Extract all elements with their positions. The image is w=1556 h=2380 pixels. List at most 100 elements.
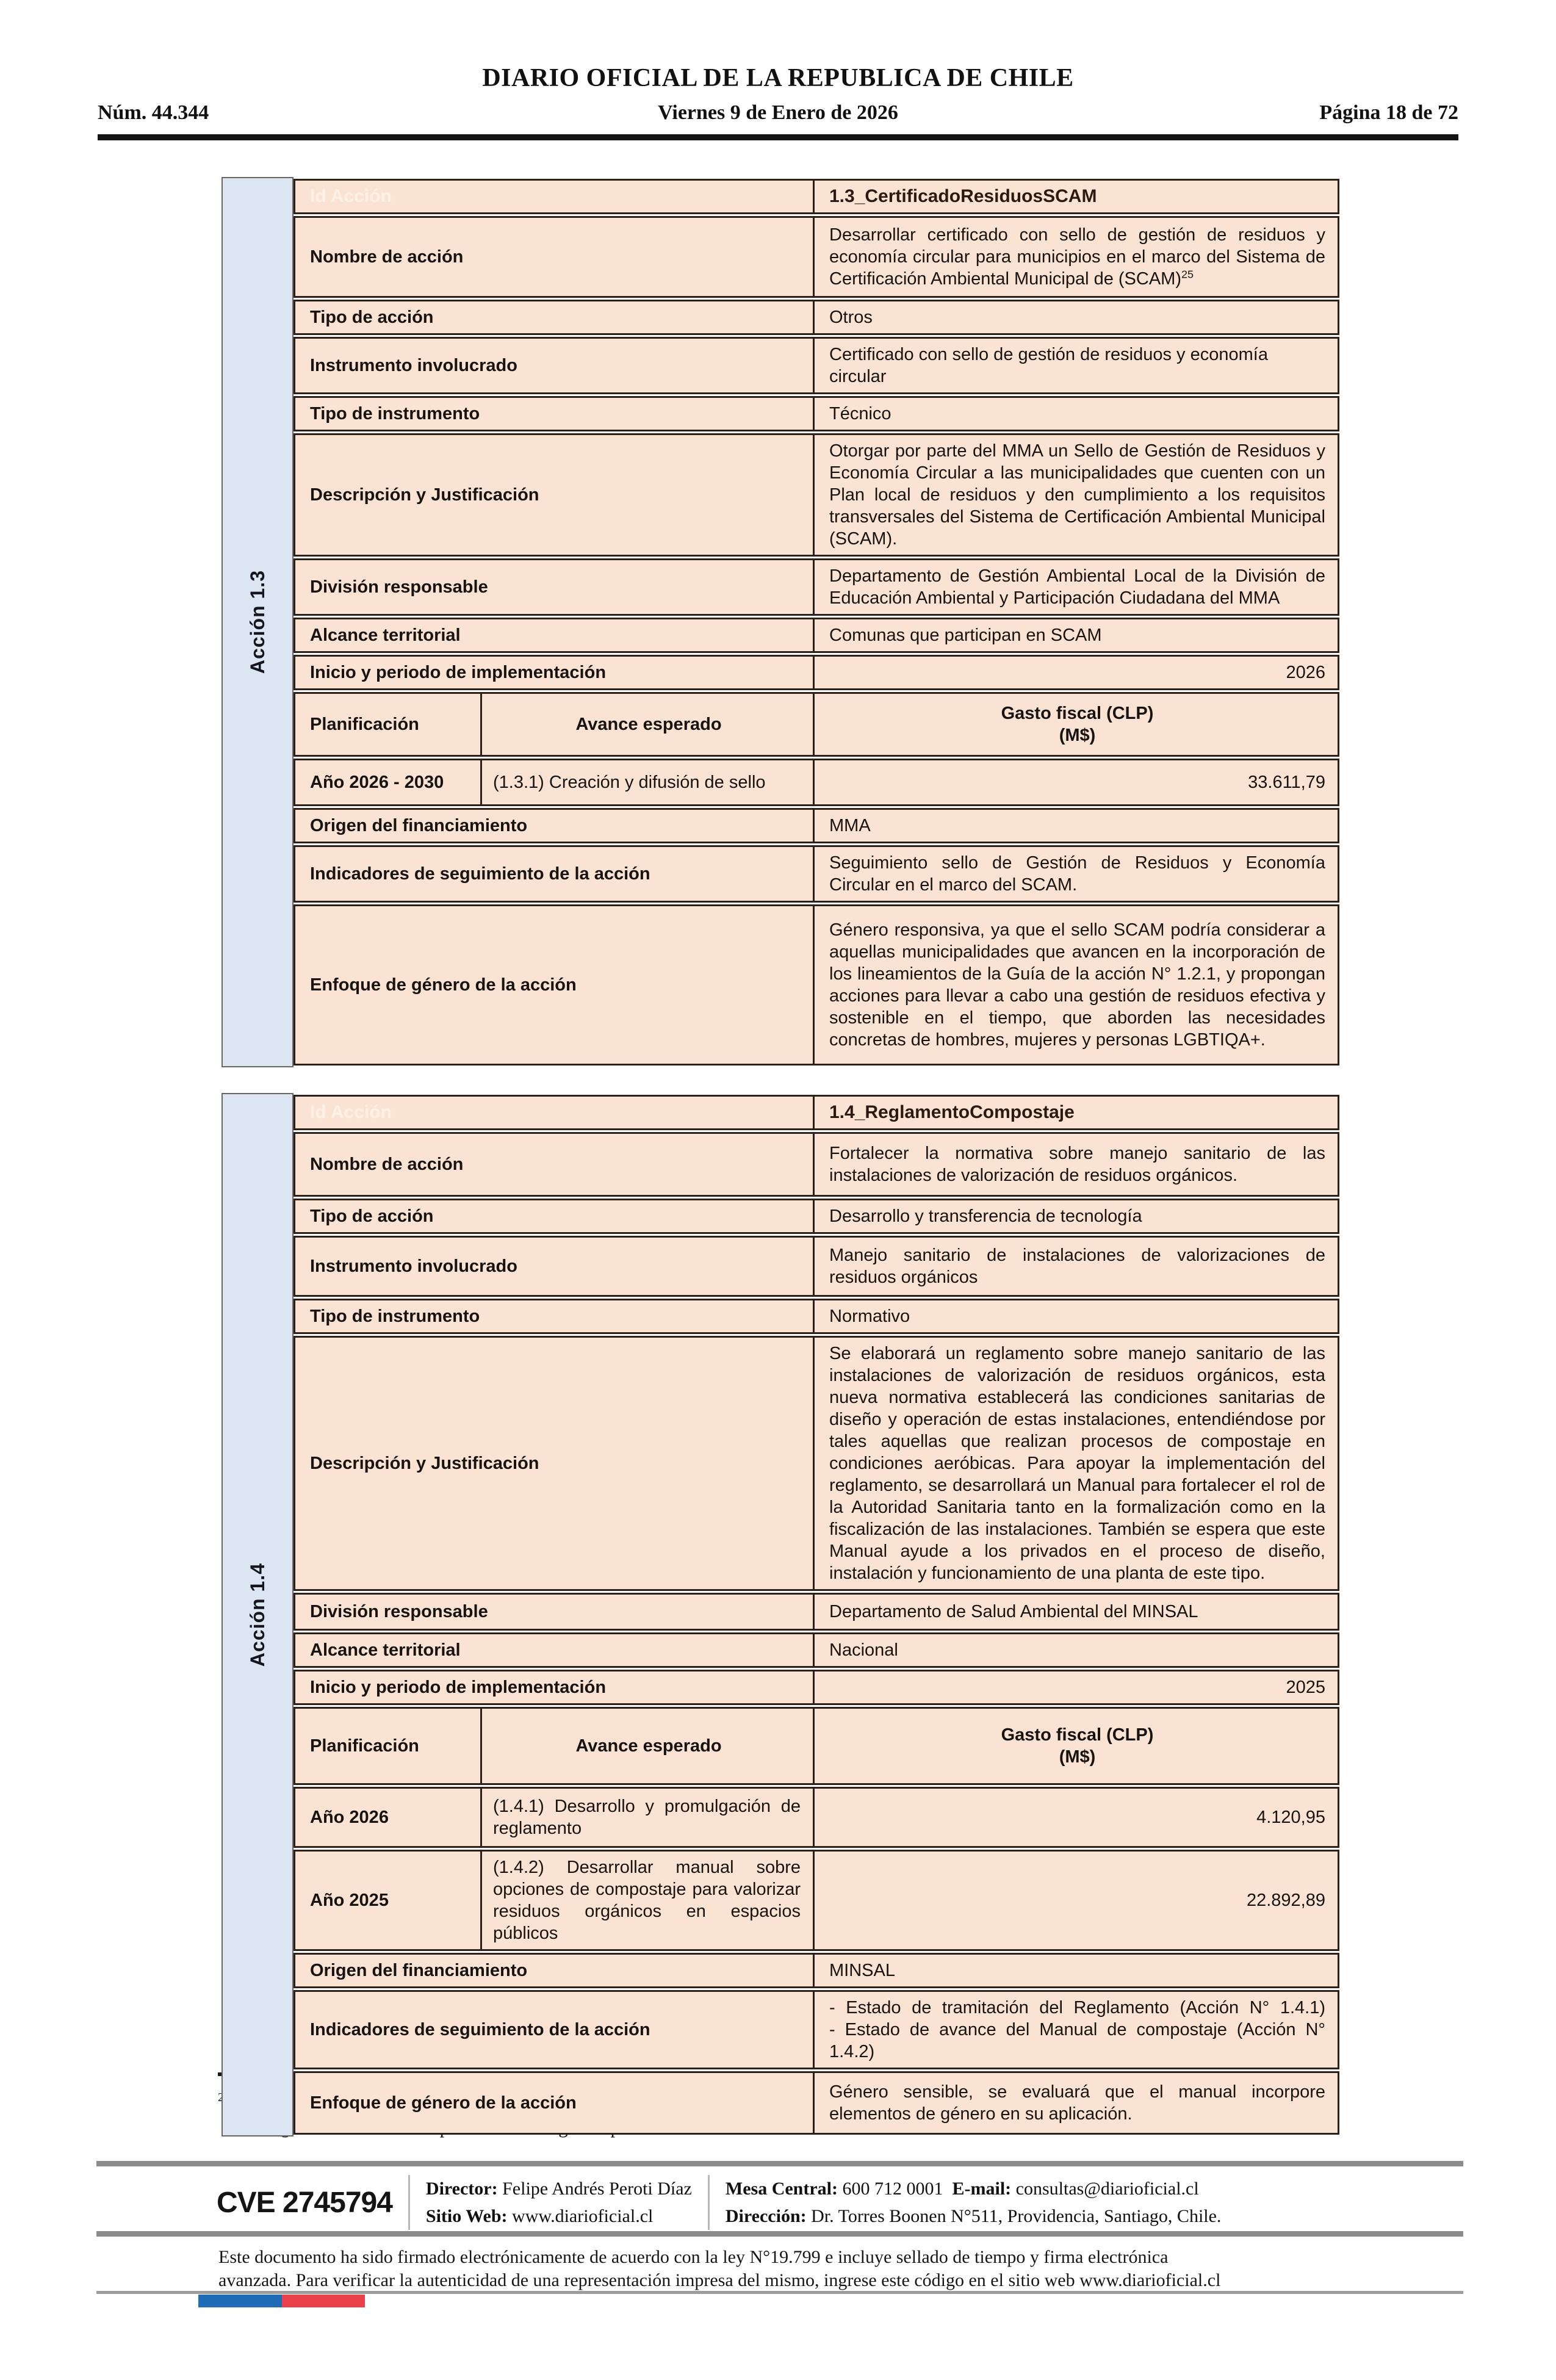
email-label: E-mail: — [952, 2179, 1012, 2199]
row-label-origen: Origen del financiamiento — [294, 808, 813, 843]
action-table-1-4: Id Acción 1.4_ReglamentoCompostaje Nombr… — [294, 1093, 1339, 2137]
sitio-label: Sitio Web: — [425, 2206, 508, 2226]
plan-header-avance: Avance esperado — [480, 692, 813, 757]
row-value-inicio: 2026 — [813, 655, 1339, 690]
sitio-url: www.diarioficial.cl — [512, 2206, 654, 2226]
row-value-tipo-accion: Otros — [813, 300, 1339, 335]
action-1-3-section: Acción 1.3 Id Acción 1.3_CertificadoResi… — [222, 177, 1556, 1067]
row-label-descripcion: Descripción y Justificación — [294, 1336, 813, 1591]
row-value-tipo-accion: Desarrollo y transferencia de tecnología — [813, 1199, 1339, 1234]
plan-gasto: 4.120,95 — [813, 1787, 1339, 1848]
plan-periodo: Año 2026 — [294, 1787, 480, 1848]
row-label-tipo-instrumento: Tipo de instrumento — [294, 396, 813, 431]
plan-header-gasto: Gasto fiscal (CLP) (M$) — [813, 692, 1339, 757]
row-value-enfoque: Género sensible, se evaluará que el manu… — [813, 2071, 1339, 2135]
row-value-inicio: 2025 — [813, 1670, 1339, 1705]
action-band-1-3: Acción 1.3 — [222, 177, 294, 1067]
plan-gasto: 33.611,79 — [813, 759, 1339, 806]
plan-header-avance: Avance esperado — [480, 1707, 813, 1785]
footnote-ref-25: 25 — [1181, 268, 1194, 281]
email-address: consultas@diarioficial.cl — [1015, 2179, 1199, 2199]
issue-date: Viernes 9 de Enero de 2026 — [658, 101, 898, 124]
plan-avance: (1.4.2) Desarrollar manual sobre opcione… — [480, 1850, 813, 1951]
row-label-division: División responsable — [294, 558, 813, 616]
action-band-label: Acción 1.4 — [246, 1562, 268, 1667]
sitio-line: Sitio Web: www.diarioficial.cl — [426, 2202, 692, 2230]
row-value-tipo-instrumento: Técnico — [813, 396, 1339, 431]
row-value-alcance: Nacional — [813, 1632, 1339, 1668]
director-block: Director: Felipe Andrés Peroti Díaz Siti… — [426, 2175, 692, 2230]
footer-info: CVE 2745794 Director: Felipe Andrés Pero… — [217, 2175, 1221, 2230]
plan-avance: (1.3.1) Creación y difusión de sello — [480, 759, 813, 806]
direccion-text: Dr. Torres Boonen N°511, Providencia, Sa… — [811, 2206, 1222, 2226]
footer-top-rule — [96, 2161, 1463, 2166]
plan-header-planificacion: Planificación — [294, 692, 480, 757]
action-band-label: Acción 1.3 — [246, 570, 268, 674]
document-body: Acción 1.3 Id Acción 1.3_CertificadoResi… — [222, 177, 1556, 2137]
contact-block: Mesa Central: 600 712 0001 E-mail: consu… — [726, 2175, 1222, 2230]
plan-periodo: Año 2026 - 2030 — [294, 759, 480, 806]
row-label-enfoque: Enfoque de género de la acción — [294, 2071, 813, 2135]
row-label-indicadores: Indicadores de seguimiento de la acción — [294, 1990, 813, 2069]
footer-divider — [707, 2175, 710, 2230]
header-rule — [98, 134, 1458, 140]
row-value-origen: MINSAL — [813, 1953, 1339, 1988]
nombre-text: Desarrollar certificado con sello de ges… — [829, 225, 1325, 289]
footer-bottom-rule — [96, 2291, 1463, 2294]
director-line: Director: Felipe Andrés Peroti Díaz — [426, 2175, 692, 2202]
direccion-label: Dirección: — [725, 2206, 807, 2226]
row-value-id: 1.4_ReglamentoCompostaje — [813, 1095, 1339, 1130]
direccion-line: Dirección: Dr. Torres Boonen N°511, Prov… — [726, 2202, 1222, 2230]
plan-header-planificacion: Planificación — [294, 1707, 480, 1785]
gazette-header: DIARIO OFICIAL DE LA REPUBLICA DE CHILE … — [98, 0, 1458, 140]
row-value-instrumento: Certificado con sello de gestión de resi… — [813, 337, 1339, 394]
row-label-division: División responsable — [294, 1593, 813, 1631]
chile-flag-mark — [198, 2295, 365, 2307]
row-label-tipo-accion: Tipo de acción — [294, 300, 813, 335]
page-title: DIARIO OFICIAL DE LA REPUBLICA DE CHILE — [482, 64, 1074, 92]
mesa-label: Mesa Central: — [725, 2179, 838, 2199]
issue-number: Núm. 44.344 — [98, 101, 209, 124]
row-value-division: Departamento de Salud Ambiental del MINS… — [813, 1593, 1339, 1631]
row-value-enfoque: Género responsiva, ya que el sello SCAM … — [813, 904, 1339, 1066]
row-value-nombre: Desarrollar certificado con sello de ges… — [813, 216, 1339, 298]
row-label-inicio: Inicio y periodo de implementación — [294, 655, 813, 690]
row-label-inicio: Inicio y periodo de implementación — [294, 1670, 813, 1705]
flag-red-segment — [282, 2295, 365, 2307]
action-1-4-section: Acción 1.4 Id Acción 1.4_ReglamentoCompo… — [222, 1093, 1556, 2137]
action-table-1-3: Id Acción 1.3_CertificadoResiduosSCAM No… — [294, 177, 1339, 1067]
mesa-number: 600 712 0001 — [842, 2179, 943, 2199]
row-value-descripcion: Se elaborará un reglamento sobre manejo … — [813, 1336, 1339, 1591]
row-label-origen: Origen del financiamiento — [294, 1953, 813, 1988]
row-label-alcance: Alcance territorial — [294, 618, 813, 653]
row-value-id: 1.3_CertificadoResiduosSCAM — [813, 179, 1339, 214]
row-value-instrumento: Manejo sanitario de instalaciones de val… — [813, 1236, 1339, 1297]
row-label-instrumento: Instrumento involucrado — [294, 337, 813, 394]
plan-periodo: Año 2025 — [294, 1850, 480, 1951]
row-label-alcance: Alcance territorial — [294, 1632, 813, 1668]
plan-header-gasto: Gasto fiscal (CLP) (M$) — [813, 1707, 1339, 1785]
legal-line-2: avanzada. Para verificar la autenticidad… — [218, 2270, 1221, 2290]
footer-divider — [408, 2175, 410, 2230]
director-label: Director: — [425, 2179, 498, 2199]
row-label-nombre: Nombre de acción — [294, 1132, 813, 1197]
row-label-indicadores: Indicadores de seguimiento de la acción — [294, 845, 813, 903]
director-name: Felipe Andrés Peroti Díaz — [502, 2179, 692, 2199]
row-label-descripcion: Descripción y Justificación — [294, 433, 813, 557]
row-label-tipo-instrumento: Tipo de instrumento — [294, 1299, 813, 1334]
row-value-indicadores: Seguimiento sello de Gestión de Residuos… — [813, 845, 1339, 903]
action-band-1-4: Acción 1.4 — [222, 1093, 294, 2137]
row-value-division: Departamento de Gestión Ambiental Local … — [813, 558, 1339, 616]
legal-line-1: Este documento ha sido firmado electróni… — [218, 2247, 1169, 2267]
plan-gasto: 22.892,89 — [813, 1850, 1339, 1951]
row-label-id: Id Acción — [294, 179, 813, 214]
cve-code: CVE 2745794 — [217, 2186, 393, 2219]
legal-notice: Este documento ha sido firmado electróni… — [218, 2246, 1445, 2292]
row-value-nombre: Fortalecer la normativa sobre manejo san… — [813, 1132, 1339, 1197]
flag-blue-segment — [198, 2295, 282, 2307]
row-value-alcance: Comunas que participan en SCAM — [813, 618, 1339, 653]
mesa-line: Mesa Central: 600 712 0001 E-mail: consu… — [726, 2175, 1222, 2202]
plan-avance: (1.4.1) Desarrollo y promulgación de reg… — [480, 1787, 813, 1848]
row-label-enfoque: Enfoque de género de la acción — [294, 904, 813, 1066]
row-value-indicadores: - Estado de tramitación del Reglamento (… — [813, 1990, 1339, 2069]
